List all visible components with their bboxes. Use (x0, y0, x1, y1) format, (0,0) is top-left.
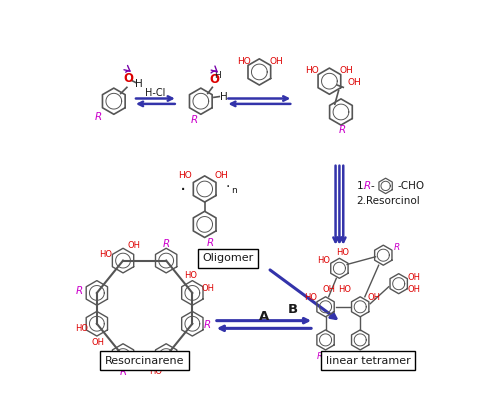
Text: H: H (220, 92, 228, 102)
Text: HO: HO (100, 250, 112, 259)
Text: Oligomer: Oligomer (202, 253, 254, 263)
Text: HO: HO (237, 57, 251, 66)
Text: R: R (339, 125, 346, 136)
Text: HO: HO (338, 285, 351, 294)
Text: OH: OH (347, 78, 361, 87)
Text: R: R (316, 352, 322, 361)
Text: HO: HO (184, 271, 198, 280)
Text: HO: HO (178, 171, 192, 179)
Text: OH: OH (92, 338, 105, 347)
Text: OH: OH (176, 359, 190, 368)
Text: HO: HO (149, 367, 162, 376)
Text: R: R (162, 239, 170, 249)
Text: 1.: 1. (356, 181, 366, 191)
Text: A: A (259, 310, 269, 323)
Text: OH: OH (340, 66, 353, 75)
Text: O: O (124, 72, 134, 85)
Text: HO: HO (75, 324, 88, 333)
Text: R: R (191, 116, 198, 125)
Text: R: R (364, 181, 372, 191)
Text: OH: OH (128, 241, 140, 249)
Text: R: R (76, 287, 83, 296)
Text: B: B (288, 302, 298, 315)
Text: OH: OH (408, 285, 420, 294)
Text: n: n (231, 186, 237, 195)
Text: linear tetramer: linear tetramer (326, 356, 410, 366)
Text: OH: OH (270, 57, 283, 66)
Text: R: R (207, 238, 214, 248)
Text: -CHO: -CHO (398, 181, 425, 191)
Text: R: R (394, 243, 400, 252)
Text: ·: · (180, 181, 186, 200)
Text: OH: OH (368, 293, 380, 302)
Text: OH: OH (323, 285, 336, 294)
Text: ·: · (226, 180, 230, 195)
Text: R: R (365, 352, 371, 361)
Text: -: - (370, 181, 374, 191)
Text: O: O (209, 73, 219, 86)
Text: H-Cl: H-Cl (145, 88, 166, 98)
Text: Resorcinarene: Resorcinarene (105, 356, 184, 366)
Text: H: H (214, 70, 221, 79)
Text: R: R (204, 320, 212, 330)
Text: OH: OH (408, 273, 420, 282)
Text: HO: HO (304, 293, 316, 302)
Text: OH: OH (201, 284, 214, 293)
Text: HO: HO (318, 256, 330, 265)
Text: H: H (136, 79, 143, 89)
Text: OH: OH (214, 171, 228, 179)
Text: HO: HO (306, 66, 320, 75)
Text: R: R (120, 367, 126, 377)
Text: 2.Resorcinol: 2.Resorcinol (356, 196, 420, 206)
Text: HO: HO (336, 248, 349, 257)
Text: R: R (95, 112, 102, 122)
